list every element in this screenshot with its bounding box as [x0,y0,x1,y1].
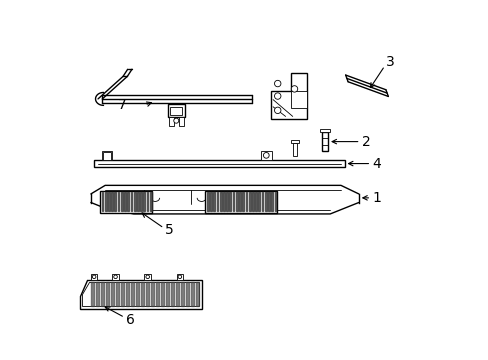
Polygon shape [251,192,253,211]
Polygon shape [121,282,124,306]
Polygon shape [261,192,263,211]
Polygon shape [239,192,241,211]
Polygon shape [290,91,306,108]
Polygon shape [149,192,151,211]
Circle shape [178,275,181,279]
Polygon shape [144,274,151,280]
Circle shape [274,80,281,87]
Polygon shape [223,192,224,211]
Polygon shape [151,282,154,306]
Text: 1: 1 [372,191,381,205]
Polygon shape [91,282,94,306]
Polygon shape [242,192,244,211]
Polygon shape [134,192,135,211]
Polygon shape [165,282,169,306]
Polygon shape [111,192,113,211]
Polygon shape [141,282,144,306]
Polygon shape [274,192,276,211]
Polygon shape [292,143,297,157]
Polygon shape [255,192,257,211]
Polygon shape [104,192,106,211]
Polygon shape [156,282,159,306]
Polygon shape [226,192,227,211]
Polygon shape [167,104,184,117]
Circle shape [114,275,117,279]
Circle shape [263,153,268,158]
Polygon shape [216,192,218,211]
Polygon shape [116,282,119,306]
Polygon shape [114,192,116,211]
Polygon shape [320,129,329,132]
Polygon shape [137,192,139,211]
Polygon shape [271,73,306,119]
Polygon shape [140,192,142,211]
Polygon shape [322,132,327,152]
Circle shape [145,275,149,279]
Polygon shape [112,274,119,280]
Polygon shape [213,192,215,211]
Polygon shape [125,282,129,306]
Polygon shape [80,280,201,309]
Polygon shape [96,282,99,306]
Polygon shape [196,282,199,306]
Polygon shape [185,282,189,306]
Polygon shape [136,282,139,306]
Polygon shape [176,282,179,306]
Polygon shape [111,282,114,306]
Polygon shape [205,191,276,212]
Text: 7: 7 [118,98,126,112]
Polygon shape [118,192,119,211]
Circle shape [92,275,96,279]
Polygon shape [124,192,125,211]
Polygon shape [267,192,269,211]
Circle shape [274,93,281,99]
Polygon shape [143,192,145,211]
Polygon shape [210,192,212,211]
Polygon shape [106,282,109,306]
Polygon shape [131,282,134,306]
Polygon shape [229,192,231,211]
Polygon shape [181,282,184,306]
Polygon shape [108,192,110,211]
Circle shape [274,107,281,113]
Polygon shape [290,140,299,143]
Polygon shape [94,159,344,167]
Polygon shape [261,151,271,159]
Polygon shape [103,153,110,159]
Polygon shape [271,192,272,211]
Polygon shape [179,117,183,126]
Polygon shape [145,282,149,306]
Polygon shape [258,192,260,211]
Text: 4: 4 [372,157,380,171]
Polygon shape [176,274,183,280]
Polygon shape [220,192,221,211]
Polygon shape [169,117,173,126]
Polygon shape [161,282,164,306]
Polygon shape [101,282,104,306]
Polygon shape [91,274,97,280]
Polygon shape [248,192,250,211]
Polygon shape [127,192,129,211]
Polygon shape [206,192,208,211]
Text: 6: 6 [125,313,135,327]
Polygon shape [102,192,103,211]
Text: 2: 2 [361,135,370,149]
Text: 3: 3 [385,55,393,69]
Polygon shape [82,282,199,306]
Polygon shape [146,192,148,211]
Polygon shape [102,151,112,159]
Polygon shape [170,107,182,114]
Polygon shape [264,192,266,211]
Polygon shape [171,282,174,306]
Polygon shape [190,282,194,306]
Polygon shape [235,192,237,211]
Polygon shape [232,192,234,211]
Polygon shape [130,192,132,211]
Circle shape [173,118,179,123]
Polygon shape [100,191,151,212]
Text: 5: 5 [165,223,174,237]
Circle shape [291,86,297,92]
Polygon shape [245,192,247,211]
Polygon shape [121,192,122,211]
